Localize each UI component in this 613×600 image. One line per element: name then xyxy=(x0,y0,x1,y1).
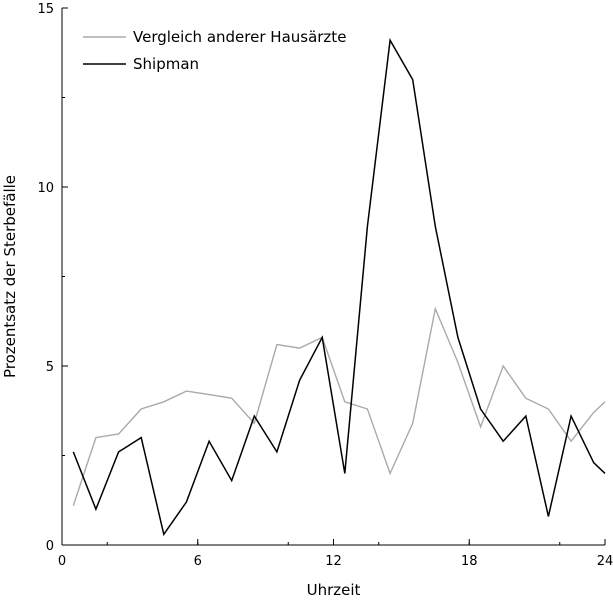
x-tick-label-24: 24 xyxy=(597,554,613,569)
series-line-vergleich xyxy=(72,306,606,506)
y-axis-title: Prozentsatz der Sterbefälle xyxy=(1,175,19,378)
x-tick-label-18: 18 xyxy=(461,554,478,569)
plot-area: 0 6 12 18 24 0 5 10 15 xyxy=(37,2,613,569)
y-axis-ticks: 0 5 10 15 xyxy=(37,2,68,554)
x-tick-label-6: 6 xyxy=(194,554,202,569)
y-tick-label-15: 15 xyxy=(37,2,54,17)
legend-label-vergleich: Vergleich anderer Hausärzte xyxy=(133,28,346,46)
x-axis-title: Uhrzeit xyxy=(307,581,361,599)
series-layer xyxy=(72,37,606,537)
legend-label-shipman: Shipman xyxy=(133,55,199,73)
x-tick-label-0: 0 xyxy=(58,554,66,569)
y-tick-label-0: 0 xyxy=(46,539,54,554)
series-line-shipman xyxy=(72,37,606,537)
x-axis-ticks: 0 6 12 18 24 xyxy=(58,539,613,569)
y-tick-label-10: 10 xyxy=(37,181,54,196)
x-tick-label-12: 12 xyxy=(325,554,342,569)
legend: Vergleich anderer Hausärzte Shipman xyxy=(83,28,346,73)
y-tick-label-5: 5 xyxy=(46,360,54,375)
